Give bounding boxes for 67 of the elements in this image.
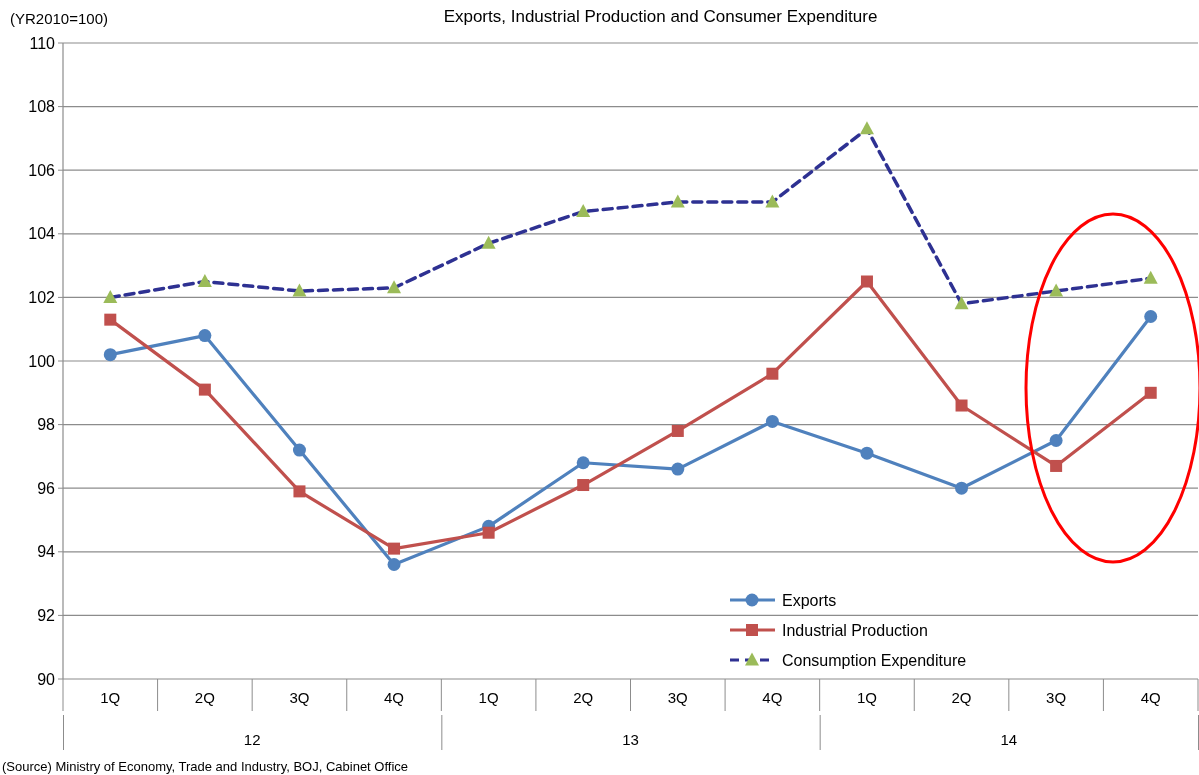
x-tick-label: 2Q	[573, 689, 594, 706]
x-tick-label: 2Q	[951, 689, 972, 706]
y-tick-label: 96	[37, 479, 56, 497]
point	[292, 443, 306, 457]
point	[577, 479, 590, 492]
point	[103, 289, 118, 303]
point	[103, 348, 117, 362]
point	[576, 456, 590, 470]
point	[955, 481, 969, 495]
point	[104, 313, 117, 326]
point	[670, 194, 685, 208]
point	[1144, 386, 1157, 399]
x-tick-label: 3Q	[1046, 689, 1067, 706]
x-tick-label: 3Q	[667, 689, 688, 706]
point	[860, 275, 873, 288]
legend-label: Exports	[782, 591, 837, 609]
point	[671, 424, 684, 437]
x-tick-label: 4Q	[762, 689, 783, 706]
point	[387, 280, 402, 294]
point	[955, 399, 968, 412]
y-tick-label: 108	[28, 98, 56, 116]
point	[198, 329, 212, 343]
point	[765, 194, 780, 208]
y-tick-label: 102	[28, 289, 56, 306]
point	[1144, 309, 1158, 323]
point	[671, 462, 685, 476]
point	[387, 558, 401, 572]
point	[860, 446, 874, 460]
y-tick-label: 94	[37, 543, 56, 561]
point	[1050, 459, 1063, 472]
point	[1049, 283, 1064, 297]
y-tick-label: 100	[28, 352, 56, 370]
text: 14	[1000, 731, 1018, 748]
point	[388, 542, 401, 555]
point	[481, 235, 496, 249]
y-axis-title: (YR2010=100)	[10, 10, 108, 27]
x-tick-label: 1Q	[478, 689, 499, 706]
x-tick-label: 1Q	[100, 689, 121, 706]
y-tick-label: 90	[37, 670, 56, 688]
y-tick-label: 110	[29, 34, 56, 52]
point	[766, 367, 779, 380]
point	[482, 526, 495, 539]
x-tick-label: 2Q	[194, 689, 215, 706]
point	[859, 121, 874, 135]
legend-label: Consumption Expenditure	[782, 651, 967, 669]
point	[292, 283, 307, 297]
point	[954, 296, 969, 310]
y-tick-label: 92	[37, 607, 56, 624]
y-tick-label: 104	[28, 225, 56, 243]
x-tick-label: 4Q	[384, 689, 405, 706]
x-tick-label: 4Q	[1140, 689, 1161, 706]
point	[1049, 434, 1063, 447]
chart-title: Exports, Industrial Production and Consumer Expenditure	[443, 7, 878, 26]
x-tick-label: 1Q	[856, 689, 877, 706]
text: 12	[243, 731, 261, 748]
point	[197, 274, 212, 287]
point	[293, 485, 306, 498]
y-tick-label: 106	[28, 161, 56, 179]
point	[765, 414, 779, 428]
text: (Source) Ministry of Economy, Trade and Industry, BOJ, Cabinet Office	[2, 759, 409, 774]
y-tick-label: 98	[37, 416, 56, 434]
point	[198, 383, 211, 396]
text: 13	[622, 731, 639, 748]
point	[1143, 270, 1158, 284]
legend-label: Industrial Production	[782, 621, 928, 639]
x-tick-label: 3Q	[289, 689, 310, 706]
point	[576, 204, 591, 218]
